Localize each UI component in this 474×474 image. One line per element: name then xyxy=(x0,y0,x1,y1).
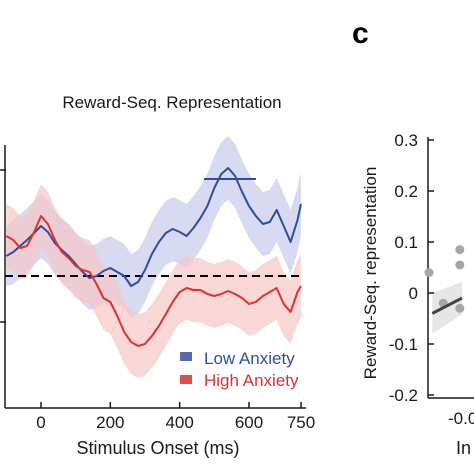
panel-label: c xyxy=(352,17,369,50)
panel-c-chart: c Reward-Seq. representation -0.2 -0.1 0 0.… xyxy=(352,17,474,458)
scatter-point xyxy=(455,303,465,313)
x-tick-label: 600 xyxy=(235,413,263,432)
c-x-axis-label: In xyxy=(456,438,471,458)
scatter-point xyxy=(455,245,465,255)
x-tick-label: 0 xyxy=(36,413,45,432)
x-tick-label: 400 xyxy=(165,413,193,432)
legend-label-low: Low Anxiety xyxy=(204,349,295,368)
x-axis-label: Stimulus Onset (ms) xyxy=(76,438,239,458)
c-y-tick-label: 0.3 xyxy=(394,131,418,150)
series-lines xyxy=(5,167,302,347)
legend-swatch-high xyxy=(180,375,192,384)
x-tick-label: 750 xyxy=(287,413,315,432)
legend-swatch-low xyxy=(180,352,192,361)
x-tick-label: 200 xyxy=(96,413,124,432)
c-points xyxy=(424,245,465,313)
c-y-ticks: -0.2 -0.1 0 0.1 0.2 0.3 xyxy=(389,131,434,405)
fit-line xyxy=(431,296,463,315)
ci-band-high xyxy=(6,184,302,378)
x-ticks: 0 200 400 600 750 xyxy=(36,402,315,432)
fit-confidence-band xyxy=(432,281,462,334)
x-axis xyxy=(0,145,306,409)
c-y-tick-label: 0.1 xyxy=(394,233,418,252)
scatter-point xyxy=(424,268,434,278)
series-line-low xyxy=(5,167,302,287)
panel-b-chart: Reward-Seq. Representation 0 200 400 600 750… xyxy=(0,93,315,458)
fit-band xyxy=(432,281,462,334)
legend-label-high: High Anxiety xyxy=(204,371,299,390)
c-y-tick-label: 0.2 xyxy=(394,182,418,201)
scatter-point xyxy=(455,260,465,270)
c-y-tick-label: -0.1 xyxy=(389,335,418,354)
c-y-tick-label: 0 xyxy=(409,284,418,303)
c-x-tick-label: -0.0 xyxy=(448,409,474,428)
chart-title: Reward-Seq. Representation xyxy=(62,93,281,112)
legend: Low Anxiety High Anxiety xyxy=(180,349,299,390)
c-axes xyxy=(427,137,474,399)
y-axis-label: Reward-Seq. representation xyxy=(361,167,380,380)
series-line-high xyxy=(5,215,302,347)
ci-bands xyxy=(6,136,302,378)
c-y-tick-label: -0.2 xyxy=(389,386,418,405)
